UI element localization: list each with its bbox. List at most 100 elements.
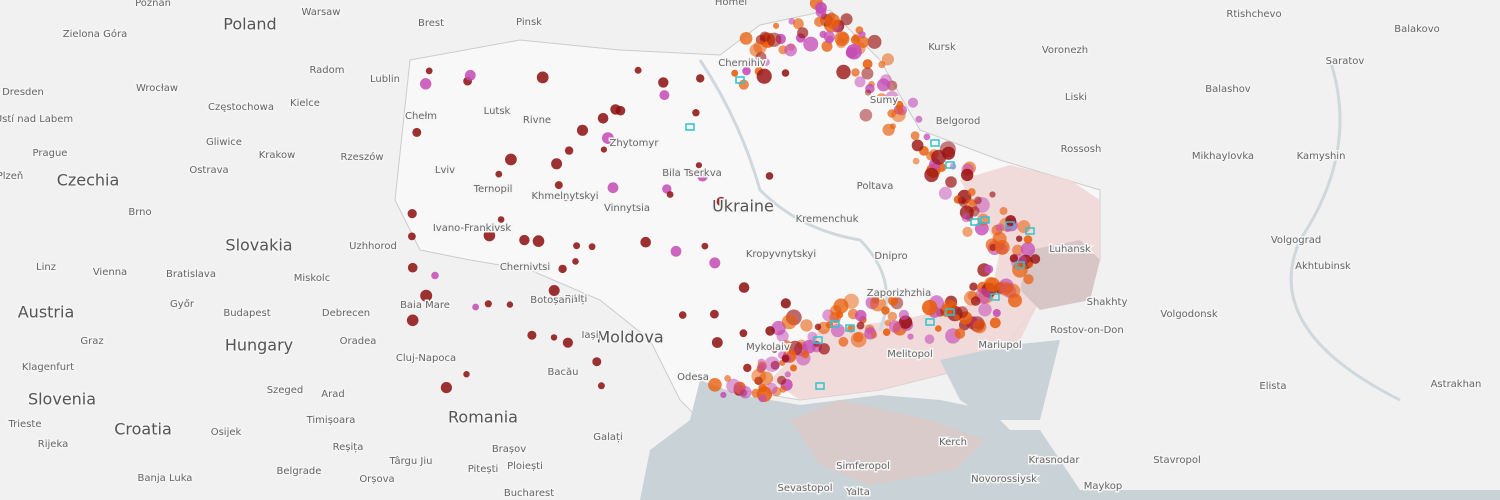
event-dot: [758, 394, 767, 403]
event-dot: [695, 162, 703, 169]
city-label: Arad: [321, 389, 344, 400]
event-square: [990, 293, 1000, 301]
event-dot: [731, 69, 739, 77]
event-dot: [850, 331, 867, 348]
event-dot: [954, 314, 960, 321]
event-dot: [968, 198, 976, 206]
city-label: Prague: [33, 148, 68, 159]
event-dot: [670, 245, 682, 257]
event-dot: [1027, 261, 1034, 268]
event-dot: [701, 242, 709, 250]
city-label: Kerch: [939, 437, 967, 448]
city-label: Stavropol: [1153, 455, 1201, 466]
city-label: Krakow: [259, 150, 296, 161]
event-dot: [576, 124, 589, 136]
event-dot: [969, 206, 980, 217]
city-label: Zhytomyr: [610, 138, 660, 149]
event-dot: [420, 78, 432, 90]
city-label: Częstochowa: [208, 102, 274, 113]
river: [1289, 59, 1401, 402]
city-label: Brno: [128, 207, 151, 218]
event-dot: [562, 337, 574, 348]
city-label: Kielce: [290, 98, 320, 109]
city-label: Rivne: [523, 115, 551, 126]
city-label: Liski: [1065, 92, 1087, 103]
event-dot: [801, 350, 810, 359]
city-label: Astrakhan: [1431, 379, 1482, 390]
city-label: Maykop: [1084, 481, 1123, 492]
event-dot: [922, 299, 938, 316]
event-dot: [910, 131, 920, 141]
event-dot: [878, 61, 886, 69]
city-label: Mariupol: [978, 340, 1021, 351]
city-label: Chernivtsi: [500, 262, 550, 273]
city-label: Ternopil: [473, 184, 513, 195]
city-label: Oradea: [340, 336, 377, 347]
city-label: Kamyshin: [1297, 151, 1346, 162]
city-label: Ústí nad Labem: [0, 112, 73, 125]
event-square: [945, 161, 955, 169]
event-dot: [1023, 274, 1034, 285]
city-label: Belgorod: [936, 116, 981, 127]
event-square: [1005, 221, 1015, 229]
event-dot: [989, 191, 996, 198]
event-dot: [766, 32, 782, 47]
event-dot: [790, 364, 797, 372]
event-dot: [597, 382, 605, 390]
city-label: Bratislava: [166, 269, 216, 280]
event-dot: [888, 320, 902, 333]
event-dot: [597, 113, 609, 124]
event-dot: [781, 314, 797, 330]
event-dot: [985, 277, 1000, 293]
event-dot: [463, 371, 470, 378]
event-dot: [837, 32, 849, 44]
event-square: [813, 336, 823, 344]
event-dot: [536, 71, 549, 84]
city-label: Timișoara: [306, 415, 356, 426]
event-dot: [780, 298, 791, 309]
city-label: Cluj-Napoca: [396, 353, 456, 364]
event-dot: [602, 132, 614, 145]
city-label: Lviv: [435, 165, 455, 176]
event-dot: [912, 157, 920, 165]
city-label: Radom: [309, 65, 344, 76]
event-dot: [840, 13, 853, 26]
event-dot: [483, 229, 496, 242]
event-square: [815, 382, 825, 390]
event-dot: [472, 303, 479, 311]
city-label: Sumy: [870, 95, 898, 106]
event-dot: [957, 196, 966, 205]
city-label: Rtishchevo: [1226, 9, 1281, 20]
event-dot: [978, 303, 992, 317]
event-dot: [708, 378, 722, 392]
city-label: Botoșani: [530, 295, 573, 306]
event-dot: [505, 153, 517, 166]
event-dot: [969, 282, 978, 291]
event-dot: [961, 168, 974, 182]
city-label: Banja Luka: [138, 473, 193, 484]
event-dot: [716, 196, 726, 207]
event-dot: [859, 108, 873, 122]
country-label: Croatia: [114, 420, 172, 439]
event-dot: [803, 36, 819, 52]
city-label: Győr: [170, 298, 195, 310]
event-dot: [895, 100, 904, 110]
event-dot: [867, 34, 882, 49]
city-label: Balakovo: [1394, 24, 1439, 35]
event-dot: [765, 326, 775, 336]
event-square: [845, 324, 855, 332]
event-dot: [845, 47, 858, 59]
city-label: Debrecen: [322, 308, 370, 319]
event-dot: [550, 334, 558, 341]
event-dot: [519, 234, 530, 246]
city-label: Zaporizhzhia: [867, 288, 931, 299]
event-dot: [532, 235, 545, 247]
events: [406, 0, 1041, 403]
city-label: Novorossiysk: [971, 474, 1037, 485]
city-label: Wrocław: [136, 83, 178, 94]
city-label: Reșița: [333, 442, 364, 453]
event-dot: [935, 325, 942, 332]
event-dot: [924, 334, 935, 345]
event-dot: [876, 93, 888, 105]
